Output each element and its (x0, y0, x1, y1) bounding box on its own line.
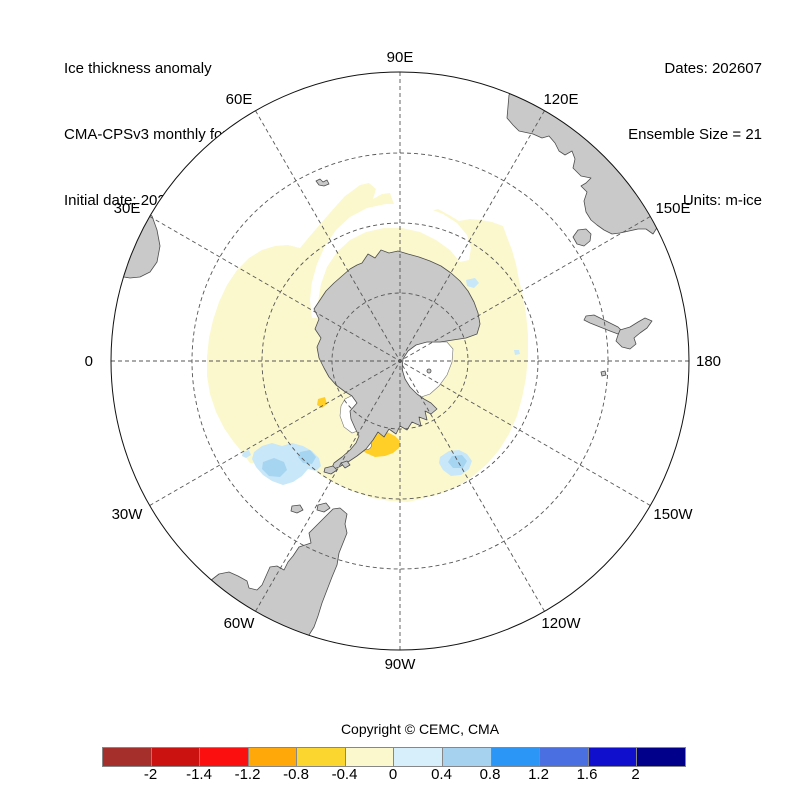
label-90w: 90W (385, 656, 417, 673)
colorbar-cell (540, 748, 589, 766)
label-150e: 150E (655, 200, 690, 217)
small-island-south-of-nz (600, 370, 607, 377)
anomaly-moderate-negative-dot (317, 397, 327, 408)
no-anomaly-gap-north (310, 204, 471, 318)
graticule (111, 72, 689, 650)
label-120e: 120E (543, 91, 578, 108)
label-0: 0 (85, 353, 93, 370)
label-180: 180 (696, 353, 721, 370)
map-content (111, 72, 689, 650)
positive-speck (242, 450, 251, 458)
label-60w: 60W (224, 615, 256, 632)
label-150w: 150W (653, 506, 693, 523)
colorbar (102, 747, 686, 767)
meridian-labels: 90E 120E 150E 180 150W 120W 90W 60W 30W … (85, 49, 721, 673)
colorbar-cell (394, 748, 444, 766)
colorbar-tick: 0.8 (479, 766, 501, 783)
coast-speck-3 (514, 350, 520, 355)
anomaly-positive-patches (242, 272, 520, 485)
positive-patch-east-core (448, 455, 467, 468)
colorbar-cell (248, 748, 298, 766)
label-30e: 30E (114, 200, 141, 217)
colorbar-tick: -0.8 (283, 766, 309, 783)
positive-patch-west-core2 (298, 450, 316, 464)
label-120w: 120W (541, 615, 581, 632)
colorbar-tick: -0.4 (331, 766, 358, 783)
positive-patch-west-core (262, 458, 287, 477)
tasmania (572, 228, 592, 247)
colorbar-cell (200, 748, 249, 766)
kerguelen-island (315, 178, 330, 187)
falkland-islands (290, 502, 331, 514)
header-right: Dates: 202607 Ensemble Size = 21 Units: … (628, 14, 762, 256)
new-zealand-north-island (615, 317, 653, 350)
colorbar-tick: 1.2 (528, 766, 549, 783)
page-title: Ice thickness anomaly (64, 60, 212, 77)
colorbar-tick: 1.6 (576, 766, 598, 783)
colorbar-cell (443, 748, 492, 766)
forecast-dates: Dates: 202607 (664, 60, 762, 77)
label-30w: 30W (112, 506, 144, 523)
ensemble-size: Ensemble Size = 21 (628, 126, 762, 143)
colorbar-tick: 0 (388, 766, 398, 783)
label-90e: 90E (387, 49, 414, 66)
colorbar-cell (588, 748, 638, 766)
coast-speck-2 (466, 278, 479, 288)
colorbar-cell (345, 748, 395, 766)
ross-island (426, 368, 432, 374)
label-60e: 60E (226, 91, 253, 108)
colorbar-tick: 0.4 (431, 766, 452, 783)
colorbar-cell (297, 748, 346, 766)
colorbar-tick: -2 (143, 766, 158, 783)
units-label: Units: m-ice (682, 192, 762, 209)
colorbar-tick: 2 (631, 766, 640, 783)
colorbar-tick: -1.4 (186, 766, 212, 783)
map-boundary-circle (110, 71, 690, 651)
peninsula-islets (323, 460, 351, 475)
colorbar-cell (491, 748, 541, 766)
colorbar-cell (151, 748, 201, 766)
colorbar-cell (103, 748, 152, 766)
colorbar-tick: -1.2 (234, 766, 261, 783)
colorbar-cell (637, 748, 685, 766)
copyright-text: Copyright © CEMC, CMA (340, 721, 500, 737)
